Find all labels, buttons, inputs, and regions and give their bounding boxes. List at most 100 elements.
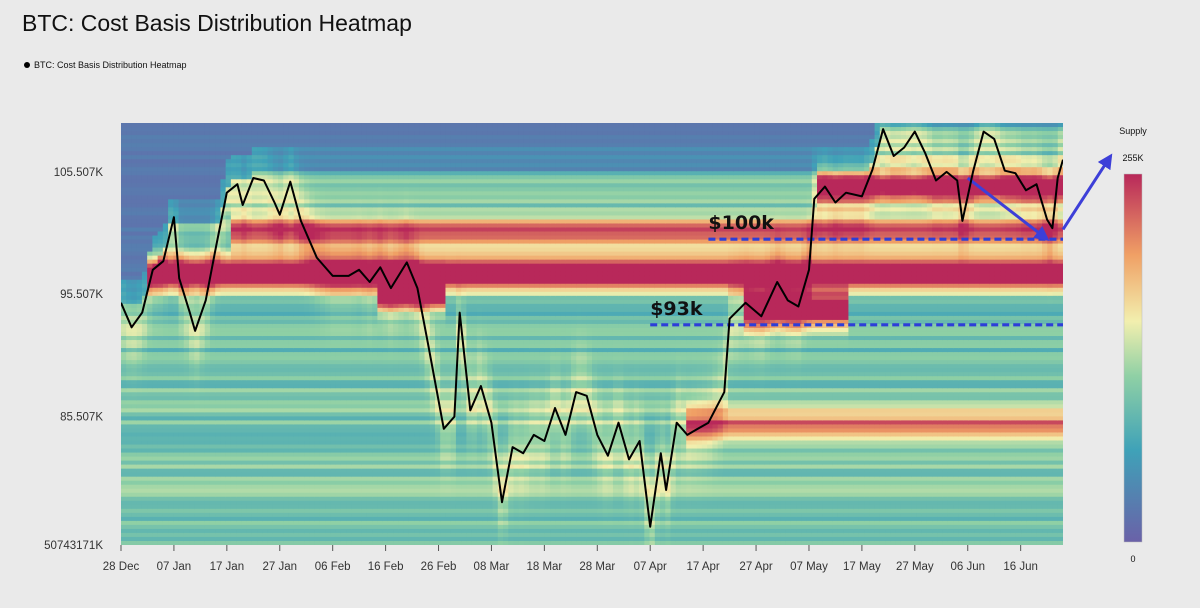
heatmap-cell <box>304 303 310 309</box>
heatmap-cell <box>199 179 206 184</box>
heatmap-cell <box>204 243 211 249</box>
heatmap-cell <box>178 468 185 474</box>
heatmap-cell <box>225 155 232 160</box>
heatmap-cell <box>141 311 148 317</box>
heatmap-cell <box>204 255 211 261</box>
heatmap-cell <box>325 239 331 245</box>
heatmap-cell <box>346 147 352 152</box>
heatmap-cell <box>215 295 222 301</box>
heatmap-cell <box>340 327 347 333</box>
heatmap-cell <box>209 219 216 225</box>
heatmap-cell <box>304 420 310 426</box>
heatmap-cell <box>278 476 284 482</box>
heatmap-cell <box>304 219 310 225</box>
heatmap-cell <box>351 155 358 160</box>
heatmap-cell <box>283 492 290 498</box>
heatmap-cell <box>340 388 347 393</box>
heatmap-cell <box>178 532 185 538</box>
heatmap-cell <box>335 480 342 486</box>
heatmap-cell <box>283 348 290 353</box>
heatmap-cell <box>356 360 363 365</box>
heatmap-cell <box>351 147 358 152</box>
heatmap-cell <box>293 516 300 522</box>
heatmap-cell <box>251 279 258 285</box>
heatmap-cell <box>173 464 180 470</box>
heatmap-cell <box>272 400 279 405</box>
heatmap-cell <box>278 424 284 430</box>
heatmap-cell <box>204 247 211 253</box>
heatmap-cell <box>121 207 127 213</box>
heatmap-cell <box>225 420 232 426</box>
heatmap-cell <box>162 448 169 454</box>
heatmap-cell <box>194 307 201 313</box>
heatmap-cell <box>257 476 263 482</box>
heatmap-cell <box>152 123 159 128</box>
heatmap-cell <box>330 436 337 442</box>
heatmap-cell <box>209 311 216 317</box>
heatmap-cell <box>262 155 269 160</box>
heatmap-cell <box>330 460 337 466</box>
heatmap-cell <box>215 315 222 321</box>
heatmap-cell <box>335 436 342 442</box>
heatmap-cell <box>356 171 363 176</box>
heatmap-cell <box>246 323 253 329</box>
heatmap-cell <box>257 484 263 490</box>
heatmap-cell <box>178 440 185 446</box>
heatmap-cell <box>173 223 180 229</box>
heatmap-cell <box>241 480 248 486</box>
heatmap-cell <box>220 456 227 462</box>
heatmap-cell <box>194 259 201 265</box>
heatmap-cell <box>230 336 237 341</box>
heatmap-cell <box>293 360 300 365</box>
heatmap-cell <box>162 283 169 289</box>
heatmap-cell <box>351 352 358 357</box>
heatmap-cell <box>194 331 201 337</box>
heatmap-cell <box>262 432 269 438</box>
heatmap-cell <box>346 372 352 377</box>
heatmap-cell <box>126 307 133 313</box>
heatmap-cell <box>325 376 331 381</box>
heatmap-cell <box>230 247 237 253</box>
heatmap-cell <box>278 183 284 188</box>
heatmap-cell <box>298 500 305 506</box>
heatmap-cell <box>246 360 253 365</box>
heatmap-cell <box>335 251 342 257</box>
heatmap-cell <box>283 223 290 229</box>
heatmap-cell <box>298 436 305 442</box>
heatmap-cell <box>168 408 174 413</box>
heatmap-cell <box>189 448 195 454</box>
heatmap-cell <box>293 319 300 325</box>
heatmap-cell <box>168 267 174 273</box>
heatmap-cell <box>215 199 222 204</box>
heatmap-cell <box>241 271 248 277</box>
heatmap-cell <box>278 223 284 229</box>
heatmap-cell <box>325 508 331 514</box>
heatmap-cell <box>251 207 258 213</box>
heatmap-cell <box>361 179 368 184</box>
heatmap-cell <box>215 380 222 385</box>
heatmap-cell <box>225 323 232 329</box>
heatmap-cell <box>141 143 148 148</box>
heatmap-cell <box>178 203 185 208</box>
heatmap-cell <box>136 496 143 502</box>
heatmap-cell <box>209 364 216 369</box>
heatmap-cell <box>267 380 274 385</box>
heatmap-cell <box>230 259 237 265</box>
heatmap-cell <box>152 484 159 490</box>
heatmap-cell <box>241 323 248 329</box>
heatmap-cell <box>121 532 127 538</box>
heatmap-cell <box>136 235 143 241</box>
heatmap-cell <box>314 183 321 188</box>
heatmap-cell <box>199 151 206 156</box>
heatmap-cell <box>189 327 195 333</box>
heatmap-cell <box>356 271 363 277</box>
heatmap-cell <box>262 440 269 446</box>
heatmap-cell <box>278 319 284 325</box>
heatmap-cell <box>136 207 143 213</box>
heatmap-cell <box>168 488 174 494</box>
heatmap-cell <box>278 356 284 361</box>
heatmap-cell <box>136 231 143 237</box>
heatmap-cell <box>126 492 133 498</box>
heatmap-cell <box>278 448 284 454</box>
heatmap-cell <box>141 472 148 478</box>
